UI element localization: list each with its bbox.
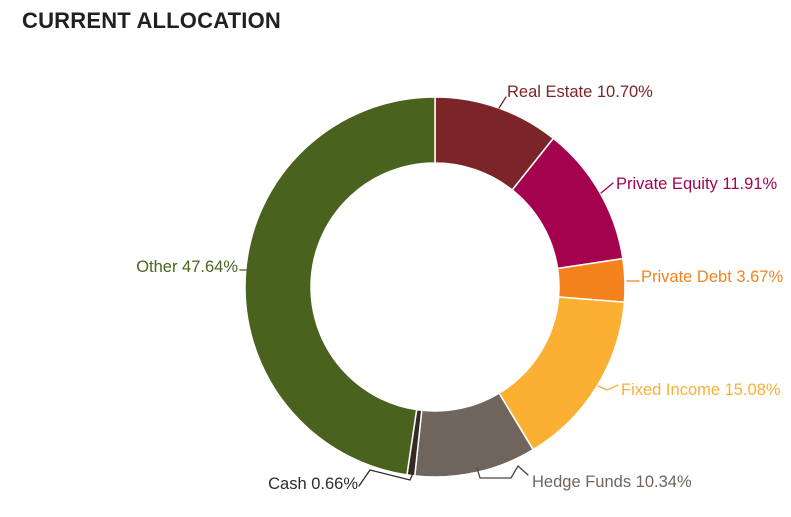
leader-line-fixed-income <box>597 384 619 391</box>
segment-label-cash: Cash 0.66% <box>268 475 358 493</box>
leader-line-cash <box>358 469 414 487</box>
segment-label-hedge-funds: Hedge Funds 10.34% <box>532 473 692 491</box>
segment-label-private-debt: Private Debt 3.67% <box>641 268 783 286</box>
segment-label-real-estate: Real Estate 10.70% <box>507 83 653 101</box>
segment-label-other: Other 47.64% <box>136 258 238 276</box>
leader-line-private-equity <box>600 182 614 194</box>
page-title: CURRENT ALLOCATION <box>22 8 282 33</box>
segment-label-private-equity: Private Equity 11.91% <box>616 175 777 193</box>
leader-line-hedge-funds <box>476 465 529 479</box>
leader-line-real-estate <box>498 96 507 109</box>
donut-segment-other[interactable] <box>244 96 436 476</box>
segment-label-fixed-income: Fixed Income 15.08% <box>621 381 781 399</box>
